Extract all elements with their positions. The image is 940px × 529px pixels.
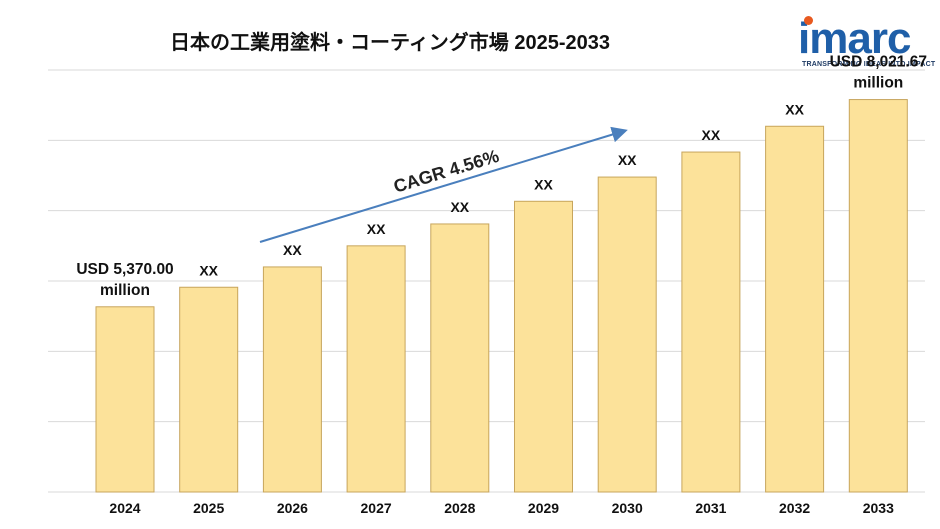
x-tick-label: 2025 bbox=[193, 500, 224, 516]
data-label: USD 5,370.00 bbox=[76, 261, 173, 278]
data-label: XX bbox=[702, 127, 721, 143]
x-tick-label: 2033 bbox=[863, 500, 894, 516]
x-tick-label: 2028 bbox=[444, 500, 475, 516]
bar-2026 bbox=[262, 266, 322, 493]
bar-2027 bbox=[346, 245, 406, 493]
chart-title: 日本の工業用塗料・コーティング市場 2025-2033 bbox=[169, 32, 610, 54]
data-label: XX bbox=[199, 262, 218, 278]
bar-2030 bbox=[597, 176, 657, 493]
logo-dot-icon bbox=[804, 16, 813, 25]
bar-2028 bbox=[430, 223, 490, 493]
data-label: XX bbox=[785, 101, 804, 117]
imarc-logo: imarc TRANSFORMING IDEAS INTO IMPACT bbox=[796, 12, 936, 70]
logo-wordmark: imarc bbox=[798, 14, 911, 63]
x-tick-label: 2029 bbox=[528, 500, 559, 516]
bar-2031 bbox=[681, 151, 741, 493]
data-label: XX bbox=[450, 199, 469, 215]
logo-tagline: TRANSFORMING IDEAS INTO IMPACT bbox=[802, 61, 936, 68]
data-label: million bbox=[853, 75, 903, 92]
bar-2032 bbox=[765, 125, 825, 493]
data-label: USD 8,021.67 bbox=[830, 54, 927, 71]
data-label: XX bbox=[534, 176, 553, 192]
x-tick-label: 2024 bbox=[109, 500, 140, 516]
bar-2033 bbox=[848, 99, 908, 493]
x-tick-label: 2030 bbox=[612, 500, 643, 516]
x-tick-label: 2026 bbox=[277, 500, 308, 516]
x-tick-label: 2032 bbox=[779, 500, 810, 516]
bar-2025 bbox=[179, 286, 239, 493]
data-label: XX bbox=[618, 152, 637, 168]
data-label: million bbox=[100, 282, 150, 299]
x-tick-label: 2031 bbox=[695, 500, 726, 516]
bar-2029 bbox=[514, 200, 573, 493]
x-tick-label: 2027 bbox=[361, 500, 392, 516]
cagr-annotation: CAGR 4.56% bbox=[391, 146, 501, 197]
cagr-arrow bbox=[259, 126, 628, 243]
data-label: XX bbox=[367, 221, 386, 237]
data-label: XX bbox=[283, 242, 302, 258]
bar-2024 bbox=[95, 306, 155, 493]
